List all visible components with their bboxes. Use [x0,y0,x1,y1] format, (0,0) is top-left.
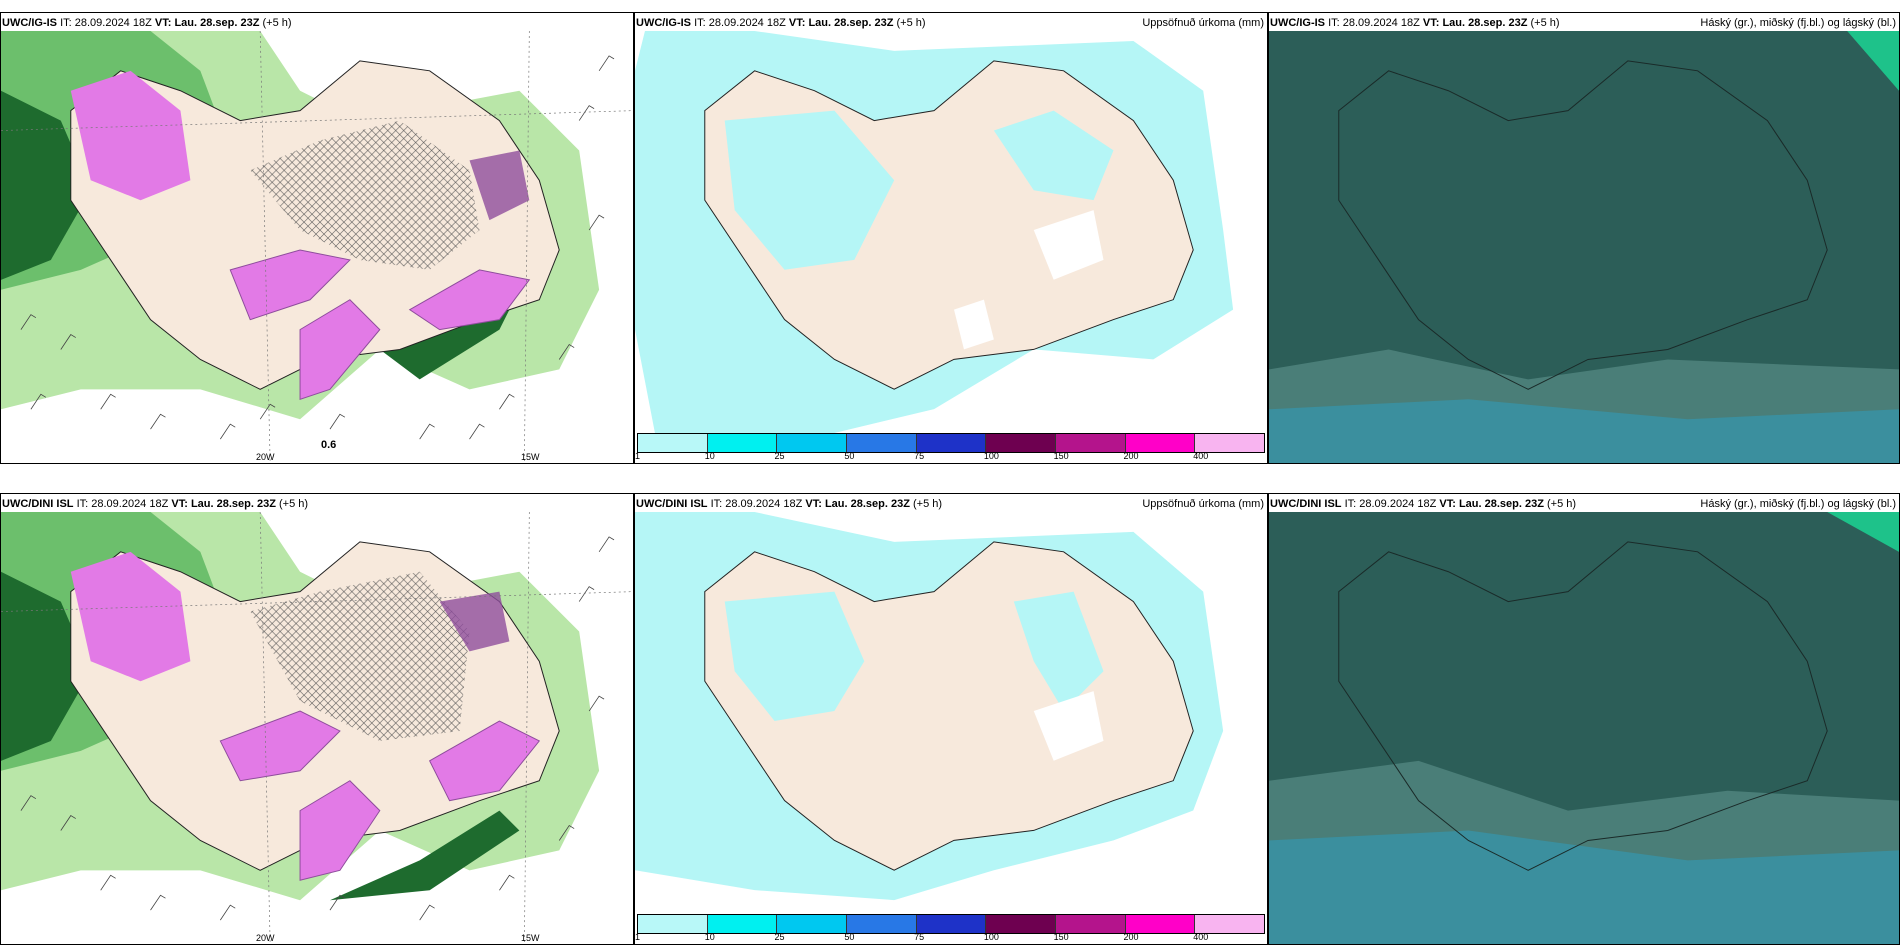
colorbar-swatch [916,915,987,933]
cloud-panel-top: UWC/IG-IS IT: 28.09.2024 18Z VT: Lau. 28… [1268,12,1900,464]
temp-wind-panel-top: UWC/IG-IS IT: 28.09.2024 18Z VT: Lau. 28… [0,12,634,464]
cloud-map-svg [1269,31,1899,463]
colorbar-tick-label: 1 [635,451,641,461]
colorbar-tick-label: 50 [844,451,855,461]
map-area [635,31,1267,433]
precip-panel-bottom: UWC/DINI ISL IT: 28.09.2024 18Z VT: Lau.… [634,493,1268,945]
colorbar-tick-label: 100 [983,451,999,461]
colorbar-tick-label: 200 [1123,932,1139,942]
colorbar-swatch [1195,915,1265,933]
colorbar-swatch [1056,434,1126,452]
colorbar-swatch [847,915,917,933]
precip-map-svg [635,31,1267,433]
temp-wind-panel-bottom: UWC/DINI ISL IT: 28.09.2024 18Z VT: Lau.… [0,493,634,945]
colorbar-tick-label: 200 [1123,451,1139,461]
precip-title: Uppsöfnuð úrkoma (mm) [1142,17,1264,29]
temp-map-svg [1,512,633,944]
panel-title: UWC/IG-IS IT: 28.09.2024 18Z VT: Lau. 28… [1270,17,1560,29]
lon-label-20w: 20W [256,452,275,462]
colorbar [637,914,1265,934]
colorbar-swatch [986,915,1057,933]
colorbar-tick-label: 25 [774,451,785,461]
colorbar-tick-label: 50 [844,932,855,942]
colorbar-tick-label: 25 [774,932,785,942]
map-area [1,512,633,944]
colorbar-swatch [707,434,778,452]
cloud-panel-bottom: UWC/DINI ISL IT: 28.09.2024 18Z VT: Lau.… [1268,493,1900,945]
colorbar-swatch [847,434,917,452]
colorbar-tick-label: 100 [983,932,999,942]
lon-label-20w: 20W [256,933,275,943]
colorbar-swatch [777,915,848,933]
colorbar-labels: 1 10 25 50 75 100 150 200 400 [635,932,1265,944]
value-label: 0.6 [321,439,337,451]
cloud-title: Háský (gr.), miðský (fj.bl.) og lágský (… [1700,17,1896,29]
colorbar-swatch [638,915,708,933]
iceland-outline [1338,60,1828,390]
cloud-title: Háský (gr.), miðský (fj.bl.) og lágský (… [1700,498,1896,510]
colorbar-tick-label: 75 [914,932,925,942]
panel-title: UWC/IG-IS IT: 28.09.2024 18Z VT: Lau. 28… [2,17,292,29]
lon-label-15w: 15W [521,452,540,462]
precip-map-svg [635,512,1267,914]
precip-title: Uppsöfnuð úrkoma (mm) [1142,498,1264,510]
colorbar-tick-label: 10 [704,932,715,942]
temp-map-svg [1,31,633,463]
colorbar-swatch [916,434,987,452]
panel-title: UWC/DINI ISL IT: 28.09.2024 18Z VT: Lau.… [2,498,309,510]
colorbar-swatch [1125,915,1196,933]
colorbar-swatch [1056,915,1126,933]
lon-label-15w: 15W [521,933,540,943]
map-area [1269,31,1899,463]
colorbar-swatch [638,434,708,452]
colorbar-swatch [1195,434,1265,452]
cloud-map-svg [1269,512,1899,944]
colorbar-swatch [707,915,778,933]
colorbar-tick-label: 400 [1193,451,1209,461]
map-area [1,31,633,463]
colorbar-tick-label: 400 [1193,932,1209,942]
map-area [635,512,1267,914]
panel-title: UWC/IG-IS IT: 28.09.2024 18Z VT: Lau. 28… [636,17,926,29]
colorbar-swatch [986,434,1057,452]
colorbar-swatch [1125,434,1196,452]
panel-title: UWC/DINI ISL IT: 28.09.2024 18Z VT: Lau.… [636,498,943,510]
panel-title: UWC/DINI ISL IT: 28.09.2024 18Z VT: Lau.… [1270,498,1577,510]
colorbar [637,433,1265,453]
colorbar-labels: 1 10 25 50 75 100 150 200 400 [635,451,1265,463]
iceland-outline [1338,541,1828,871]
colorbar-tick-label: 1 [635,932,641,942]
colorbar-tick-label: 150 [1053,451,1069,461]
colorbar-swatch [777,434,848,452]
colorbar-tick-label: 10 [704,451,715,461]
colorbar-tick-label: 75 [914,451,925,461]
colorbar-tick-label: 150 [1053,932,1069,942]
precip-panel-top: UWC/IG-IS IT: 28.09.2024 18Z VT: Lau. 28… [634,12,1268,464]
map-area [1269,512,1899,944]
